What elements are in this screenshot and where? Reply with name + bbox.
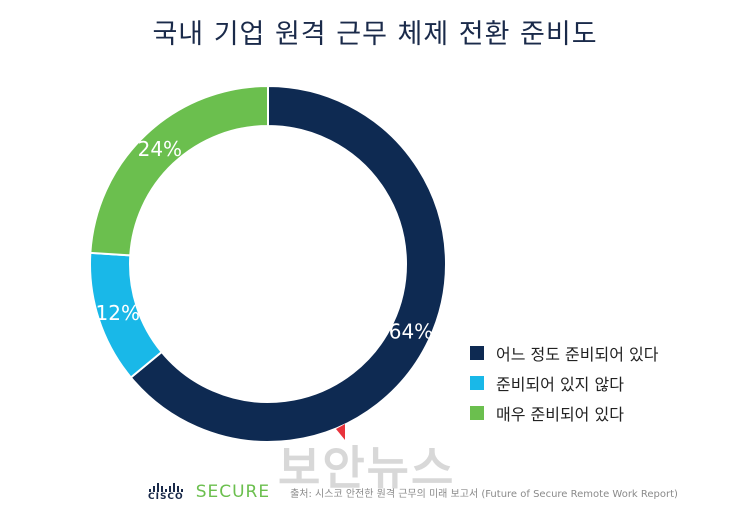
- watermark: 보안뉴스: [278, 441, 456, 495]
- legend-item: 어느 정도 준비되어 있다: [470, 338, 658, 368]
- cisco-bars-icon: [148, 482, 183, 492]
- secure-wordmark: SECURE: [195, 482, 271, 502]
- legend-item: 매우 준비되어 있다: [470, 398, 658, 428]
- legend-label: 어느 정도 준비되어 있다: [496, 345, 659, 364]
- pointer-marker: [336, 424, 345, 440]
- slice-value-label: 64%: [389, 319, 433, 343]
- slice-value-label: 24%: [138, 137, 182, 161]
- legend: 어느 정도 준비되어 있다 준비되어 있지 않다 매우 준비되어 있다: [470, 338, 658, 428]
- legend-swatch: [470, 406, 484, 420]
- legend-label: 준비되어 있지 않다: [496, 375, 624, 394]
- slice-value-label: 12%: [96, 301, 140, 325]
- chart-title: 국내 기업 원격 근무 체제 전환 준비도: [152, 19, 598, 50]
- legend-label: 매우 준비되어 있다: [496, 405, 624, 424]
- pie-slice: [129, 84, 447, 443]
- legend-swatch: [470, 346, 484, 360]
- cisco-wordmark: CISCO: [148, 491, 184, 502]
- legend-item: 준비되어 있지 않다: [470, 368, 658, 398]
- cisco-logo: CISCO: [148, 482, 184, 502]
- pie-slice: [89, 84, 269, 257]
- source-note: 출처: 시스코 안전한 원격 근무의 미래 보고서 (Future of Sec…: [290, 488, 678, 500]
- legend-swatch: [470, 376, 484, 390]
- footer: CISCO SECURE 출처: 시스코 안전한 원격 근무의 미래 보고서 (…: [148, 481, 678, 503]
